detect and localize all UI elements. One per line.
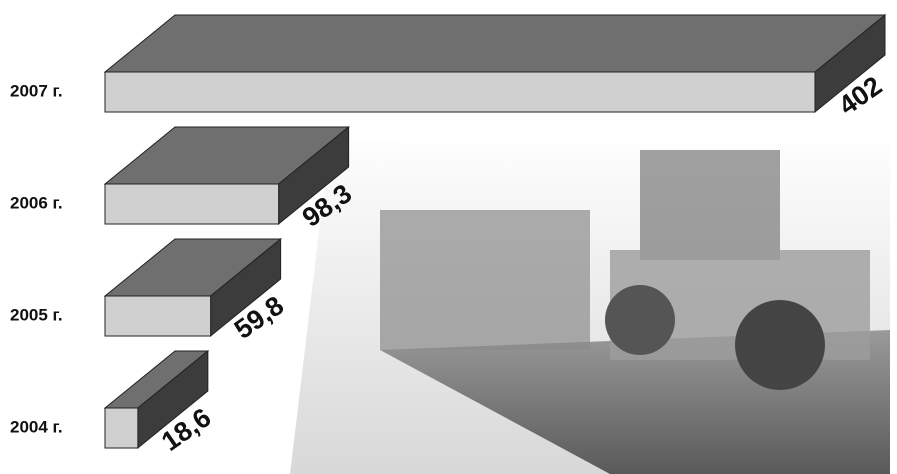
- background-photo: [290, 130, 890, 474]
- chart: 2007 г.4022006 г.98,32005 г.59,82004 г.1…: [0, 0, 897, 474]
- category-label: 2007 г.: [10, 81, 63, 100]
- bar-top: [105, 15, 885, 72]
- bar-front: [105, 408, 138, 448]
- bar-front: [105, 72, 815, 112]
- category-label: 2006 г.: [10, 193, 63, 212]
- bar-front: [105, 296, 211, 336]
- category-label: 2004 г.: [10, 417, 63, 436]
- category-label: 2005 г.: [10, 305, 63, 324]
- bar-front: [105, 184, 279, 224]
